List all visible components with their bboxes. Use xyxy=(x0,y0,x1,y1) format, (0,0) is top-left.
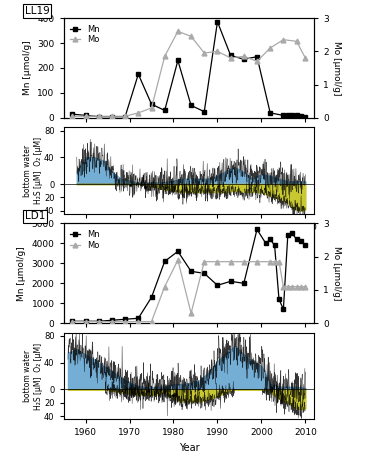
Legend: Mn, Mo: Mn, Mo xyxy=(68,22,102,47)
Y-axis label: Mn [μmol/g]: Mn [μmol/g] xyxy=(17,246,26,301)
Y-axis label: Mn [μmol/g]: Mn [μmol/g] xyxy=(23,41,32,95)
Legend: Mn, Mo: Mn, Mo xyxy=(68,228,102,252)
X-axis label: Year: Year xyxy=(178,443,199,451)
Text: LD1: LD1 xyxy=(25,212,45,221)
Y-axis label: Mo [µmol/g]: Mo [µmol/g] xyxy=(332,246,341,300)
Y-axis label: Mo [µmol/g]: Mo [µmol/g] xyxy=(332,41,341,95)
X-axis label: Year: Year xyxy=(178,238,199,248)
Y-axis label: bottom water
H₂S [μM]  O₂ [μM]: bottom water H₂S [μM] O₂ [μM] xyxy=(23,137,43,204)
Text: LL19: LL19 xyxy=(25,6,49,16)
Y-axis label: bottom water
H₂S [μM]  O₂ [μM]: bottom water H₂S [μM] O₂ [μM] xyxy=(23,342,43,410)
